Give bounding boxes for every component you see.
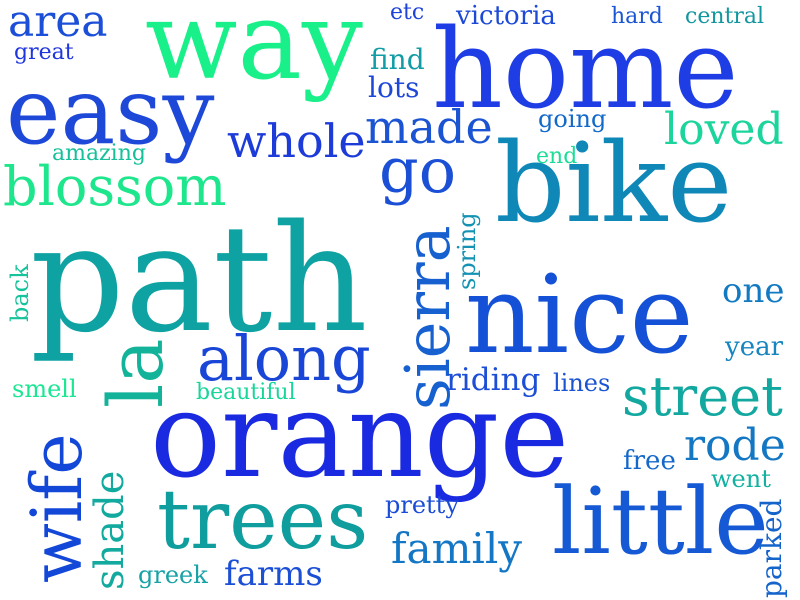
word-greek: greek (138, 561, 208, 589)
word-central: central (685, 4, 765, 29)
word-beautiful: beautiful (196, 380, 296, 405)
word-parked: parked (755, 498, 788, 598)
word-rode: rode (684, 420, 786, 471)
word-loved: loved (664, 104, 784, 155)
word-find: find (370, 43, 425, 76)
word-area: area (8, 0, 108, 47)
word-bike: bike (495, 119, 733, 247)
word-victoria: victoria (456, 1, 556, 31)
word-farms: farms (224, 554, 323, 594)
word-amazing: amazing (52, 141, 146, 166)
word-going: going (538, 105, 607, 133)
word-lots: lots (368, 71, 420, 104)
word-great: great (14, 40, 74, 65)
word-etc: etc (390, 0, 425, 25)
word-orange: orange (150, 366, 570, 504)
word-whole: whole (227, 114, 366, 168)
word-lines: lines (553, 369, 611, 397)
word-free: free (623, 446, 676, 476)
word-smell: smell (12, 375, 77, 403)
word-back: back (6, 264, 34, 322)
word-little: little (552, 468, 769, 575)
word-pretty: pretty (385, 491, 459, 519)
word-year: year (725, 332, 784, 362)
word-blossom: blossom (3, 155, 227, 218)
word-shade: shade (87, 470, 133, 590)
word-la: la (91, 338, 180, 408)
word-way: way (145, 0, 363, 104)
word-path: path (30, 193, 368, 365)
word-go: go (379, 134, 457, 207)
word-wife: wife (16, 433, 98, 583)
word-went: went (711, 465, 771, 493)
word-easy: easy (6, 58, 215, 165)
word-trees: trees (157, 473, 369, 568)
word-home: home (432, 5, 739, 133)
word-hard: hard (611, 4, 663, 29)
word-riding: riding (446, 362, 541, 398)
word-made: made (365, 100, 493, 154)
word-along: along (197, 322, 371, 395)
word-family: family (391, 524, 523, 573)
word-end: end (536, 144, 578, 169)
word-spring: spring (453, 212, 481, 290)
word-street: street (622, 365, 783, 428)
word-nice: nice (465, 253, 694, 378)
word-one: one (722, 271, 785, 311)
